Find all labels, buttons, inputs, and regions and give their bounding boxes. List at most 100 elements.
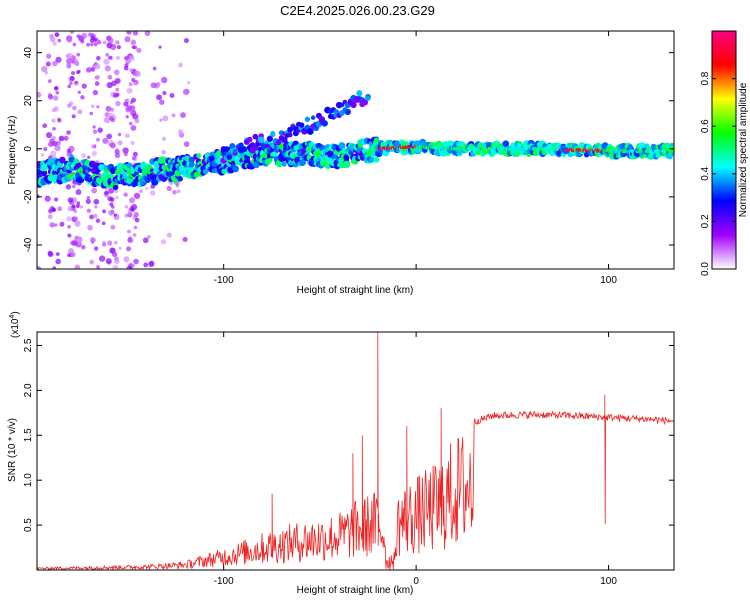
heatmap-cell <box>104 190 109 196</box>
heatmap-cell <box>73 216 78 221</box>
heatmap-cell <box>112 92 118 98</box>
heatmap-cell <box>85 198 91 205</box>
heatmap-cell <box>264 143 270 149</box>
heatmap-cell <box>80 39 85 44</box>
heatmap-cell <box>37 194 40 199</box>
heatmap-cell <box>257 136 265 144</box>
svg-text:(x104): (x104) <box>9 311 21 338</box>
tick-label: 100 <box>600 275 617 286</box>
heatmap-cell <box>74 220 81 227</box>
heatmap-cell <box>45 61 51 67</box>
heatmap-cell <box>172 189 177 195</box>
heatmap-cell <box>55 90 60 95</box>
heatmap-cell <box>91 104 95 109</box>
heatmap-cell <box>232 149 238 154</box>
heatmap-cell <box>114 77 121 84</box>
tick-label: 0.6 <box>700 119 711 133</box>
heatmap-cell <box>401 147 407 153</box>
heatmap-cell <box>133 32 137 36</box>
heatmap-cell <box>180 112 186 119</box>
heatmap-cell <box>105 258 112 265</box>
heatmap-cell <box>253 161 260 169</box>
tick-label: 0 <box>413 576 419 587</box>
tick-label: 0.2 <box>700 214 711 228</box>
heatmap-cell <box>133 192 141 199</box>
heatmap-cell <box>122 147 129 154</box>
snr-y-multiplier: (x104) <box>9 311 21 338</box>
heatmap-cell <box>115 195 119 200</box>
heatmap-cell <box>76 52 81 57</box>
heatmap-cell <box>71 114 76 119</box>
heatmap-cell <box>86 195 91 200</box>
tick-label: 1.0 <box>23 473 34 487</box>
heatmap-cell <box>91 150 97 157</box>
heatmap-cell <box>59 221 65 227</box>
heatmap-cell <box>41 65 48 73</box>
heatmap-cell <box>109 143 113 147</box>
heatmap-cell <box>90 36 95 41</box>
heatmap-cell <box>56 140 61 146</box>
heatmap-cell <box>55 252 60 257</box>
heatmap-cell <box>240 146 248 153</box>
heatmap-cell <box>51 208 56 213</box>
heatmap-cell <box>81 153 86 159</box>
heatmap-cell <box>183 141 190 147</box>
heatmap-cell <box>102 137 109 144</box>
heatmap-cell <box>103 58 110 65</box>
heatmap-cell <box>77 69 81 74</box>
heatmap-cell <box>124 98 129 103</box>
heatmap-cell <box>130 125 137 131</box>
heatmap-cell <box>122 171 128 177</box>
heatmap-cell <box>49 222 55 228</box>
heatmap-cell <box>94 205 98 209</box>
heatmap-cell <box>47 94 54 100</box>
heatmap-cell <box>150 82 157 89</box>
heatmap-cell <box>69 81 73 85</box>
heatmap-cell <box>343 154 350 161</box>
heatmap-cell <box>310 115 316 120</box>
heatmap-cell <box>81 83 87 89</box>
heatmap-cell <box>85 67 92 73</box>
heatmap-cell <box>97 127 103 133</box>
heatmap-cell <box>128 55 135 62</box>
heatmap-cell <box>73 59 80 66</box>
heatmap-cell <box>87 155 91 159</box>
heatmap-cell <box>53 106 59 112</box>
heatmap-cell <box>52 266 57 269</box>
heatmap-cell <box>124 133 130 139</box>
heatmap-cell <box>102 40 107 45</box>
heatmap-cell <box>128 82 133 87</box>
heatmap-cell <box>102 209 106 214</box>
heatmap-cell <box>131 264 136 268</box>
heatmap-cell <box>299 159 306 167</box>
colorbar-ticks: 0.0 0.2 0.4 0.6 0.8 <box>700 71 736 276</box>
heatmap-cell <box>307 128 314 135</box>
heatmap-cell <box>281 136 288 143</box>
heatmap-cell <box>67 233 72 238</box>
heatmap-cell <box>90 144 96 149</box>
heatmap-cell <box>114 258 120 264</box>
heatmap-cell <box>116 45 121 50</box>
heatmap-cell <box>152 66 157 71</box>
heatmap-cell <box>104 65 111 72</box>
heatmap-cell <box>131 45 136 49</box>
heatmap-cell <box>350 101 357 109</box>
heatmap-cell <box>276 139 281 144</box>
snr-x-label: Height of straight line (km) <box>297 585 414 596</box>
heatmap-cell <box>74 81 78 85</box>
heatmap-cell <box>101 221 106 226</box>
heatmap-cell <box>123 101 129 107</box>
heatmap-cell <box>46 53 52 59</box>
heatmap-cell <box>96 265 100 269</box>
heatmap-cell <box>344 108 351 116</box>
heatmap-cell <box>304 116 311 122</box>
heatmap-cell <box>123 192 128 197</box>
heatmap-frame <box>36 30 675 270</box>
heatmap-cell <box>130 39 137 46</box>
heatmap-cell <box>162 90 167 96</box>
heatmap-cell <box>156 94 162 101</box>
heatmap-cell <box>81 245 86 250</box>
heatmap-cell <box>130 140 135 146</box>
colorbar: 0.0 0.2 0.4 0.6 0.8 Normalized spectral ampl… <box>700 30 749 276</box>
snr-series-line <box>37 332 674 570</box>
